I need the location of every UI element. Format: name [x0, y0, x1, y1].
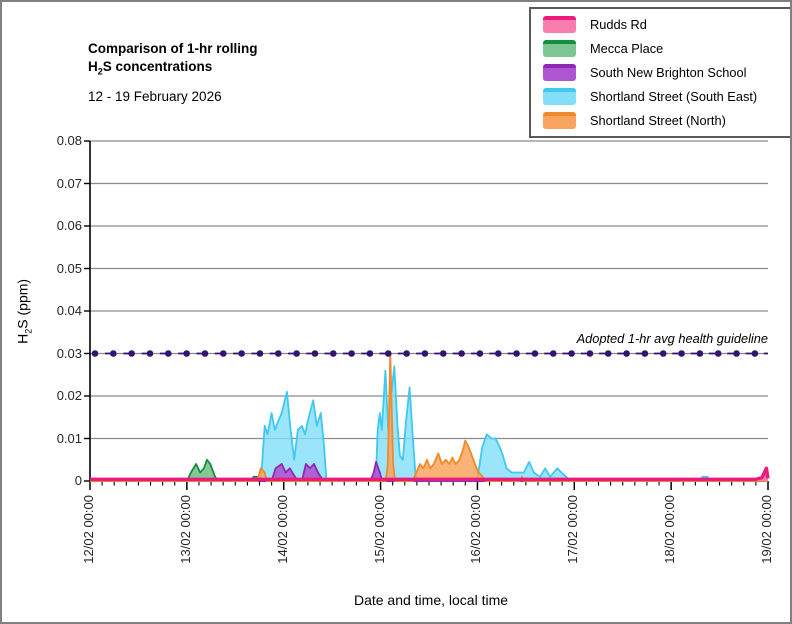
y-tick-label: 0: [74, 473, 82, 488]
guideline-marker: [366, 350, 374, 357]
legend-swatch-icon: [543, 64, 576, 81]
legend-item-label: Shortland Street (South East): [590, 89, 758, 104]
guideline-marker: [220, 350, 227, 357]
legend-item-label: Mecca Place: [590, 41, 664, 56]
guideline-marker: [91, 350, 99, 357]
legend-swatch-icon: [543, 112, 576, 129]
x-tick-label: 14/02 00:00: [274, 495, 290, 564]
guideline-marker: [531, 350, 539, 357]
guideline-marker: [659, 350, 667, 357]
guideline-marker: [201, 350, 209, 357]
guideline-marker: [146, 350, 154, 357]
series-area: [90, 353, 768, 481]
y-tick-label: 0.04: [56, 303, 82, 318]
guideline-marker: [714, 350, 722, 357]
guideline-marker: [293, 350, 300, 357]
legend-item-label: South New Brighton School: [590, 65, 747, 80]
guideline-label: Adopted 1-hr avg health guideline: [576, 331, 768, 346]
legend-item: South New Brighton School: [543, 64, 790, 81]
x-tick-label: 19/02 00:00: [759, 495, 774, 564]
guideline-marker: [165, 350, 172, 357]
series-line: [90, 352, 768, 482]
legend-item-label: Shortland Street (North): [590, 113, 726, 128]
guideline-marker: [348, 350, 355, 357]
y-tick-label: 0.08: [56, 133, 82, 148]
guideline-marker: [623, 350, 630, 357]
guideline-marker: [513, 350, 520, 357]
x-tick-label: 12/02 00:00: [81, 495, 96, 564]
guideline-marker: [696, 350, 704, 357]
x-tick-label: 17/02 00:00: [565, 495, 581, 564]
guideline-marker: [403, 350, 410, 357]
y-tick-label: 0.07: [56, 175, 82, 191]
guideline-marker: [568, 350, 575, 357]
series-line: [90, 365, 768, 482]
y-tick-label: 0.05: [56, 260, 82, 276]
guideline-marker: [458, 350, 465, 357]
x-tick-label: 18/02 00:00: [662, 495, 678, 564]
guideline-marker: [256, 350, 264, 357]
guideline-marker: [494, 350, 502, 357]
guideline-marker: [549, 350, 557, 357]
legend: Rudds Rd Mecca Place South New Brighton Sc…: [529, 7, 790, 138]
x-axis-title: Date and time, local time: [353, 592, 509, 608]
x-tick-label: 15/02 00:00: [371, 495, 387, 564]
guideline-marker: [641, 350, 649, 357]
guideline-marker: [439, 350, 447, 357]
guideline-marker: [733, 350, 740, 357]
guideline-marker: [604, 350, 612, 357]
x-tick-label: 16/02 00:00: [468, 495, 484, 564]
legend-swatch-icon: [543, 88, 576, 105]
guideline-marker: [384, 350, 392, 357]
chart-date-range: 12 - 19 February 2026: [88, 89, 222, 105]
y-tick-label: 0.01: [56, 430, 82, 446]
series-line: [90, 458, 768, 482]
legend-item: Shortland Street (South East): [543, 88, 790, 105]
guideline-marker: [329, 350, 337, 357]
guideline-marker: [275, 350, 282, 357]
chart-title-block: Comparison of 1-hr rolling H2S concentra…: [88, 40, 258, 106]
chart-title-line1: Comparison of 1-hr rolling: [88, 41, 258, 56]
legend-swatch-icon: [543, 40, 576, 57]
guideline-marker: [311, 350, 319, 357]
guideline-marker: [751, 350, 759, 357]
legend-item: Rudds Rd: [543, 16, 790, 33]
guideline-marker: [238, 350, 245, 357]
y-tick-label: 0.03: [56, 345, 82, 361]
guideline-marker: [678, 350, 685, 357]
guideline-marker: [476, 350, 484, 357]
legend-item: Shortland Street (North): [543, 112, 790, 129]
x-tick-label: 13/02 00:00: [177, 495, 193, 564]
guideline-marker: [586, 350, 594, 357]
y-tick-label: 0.06: [56, 218, 82, 233]
series-line: [90, 461, 768, 482]
legend-item-label: Rudds Rd: [590, 17, 647, 32]
series-line: [90, 466, 770, 481]
y-tick-label: 0.02: [56, 388, 82, 403]
legend-swatch-icon: [543, 16, 576, 33]
legend-item: Mecca Place: [543, 40, 790, 57]
chart-title-line2: H2S concentrations: [88, 59, 213, 77]
guideline-marker: [183, 350, 190, 357]
guideline-marker: [421, 350, 429, 357]
guideline-marker: [128, 350, 135, 357]
y-axis-title: H2S (ppm): [14, 278, 34, 344]
guideline-marker: [110, 350, 117, 357]
